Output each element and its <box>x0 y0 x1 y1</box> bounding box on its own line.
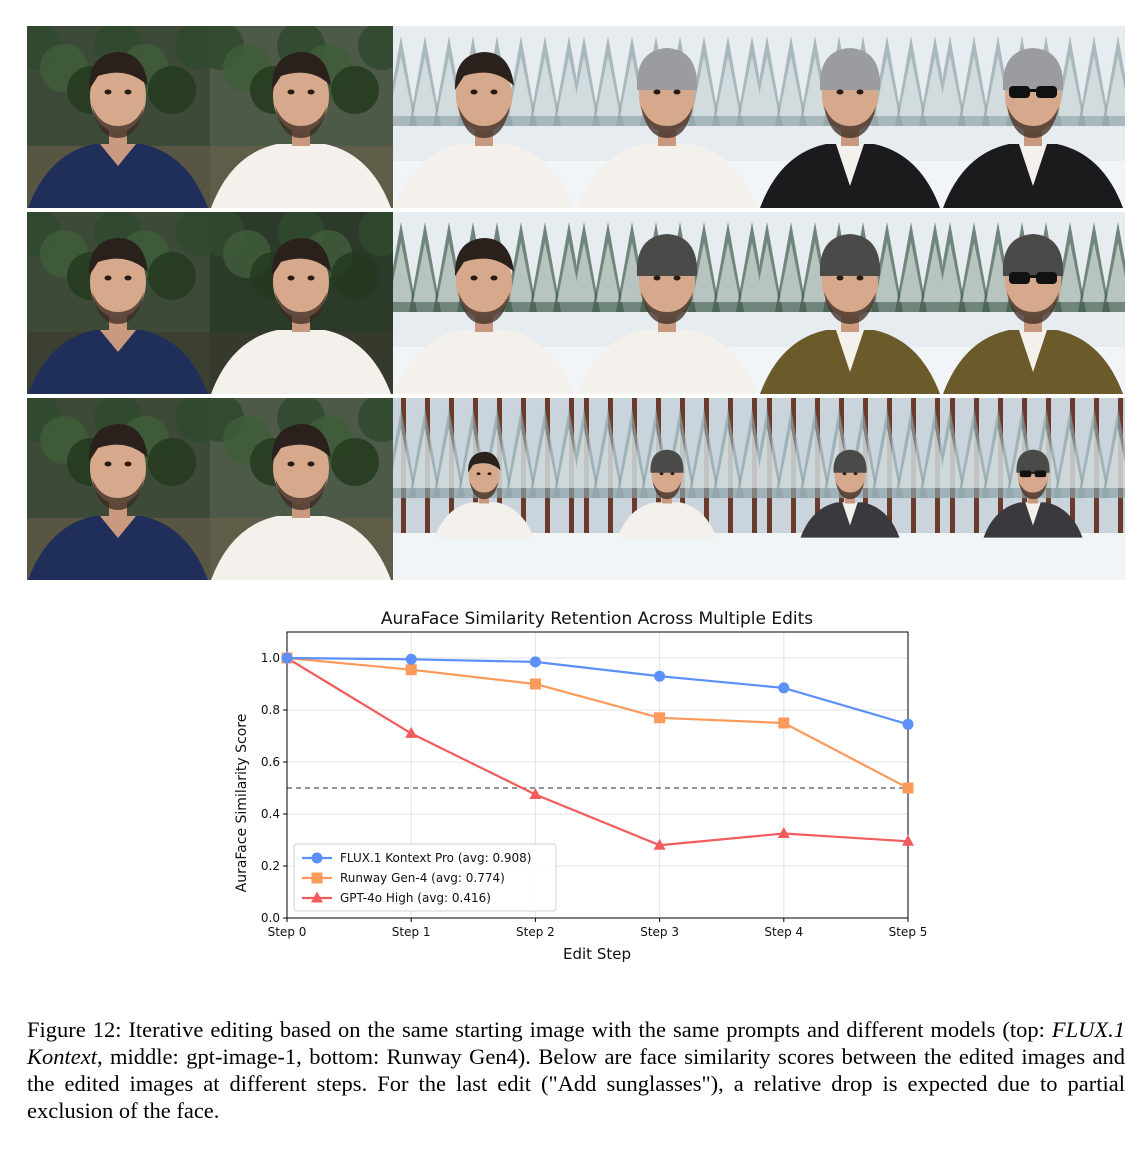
data-point-circle <box>778 682 790 694</box>
legend-marker-circle <box>311 852 323 864</box>
data-point-square <box>529 678 541 690</box>
y-tick-label: 0.2 <box>261 859 280 873</box>
x-tick-label: Step 0 <box>268 925 307 939</box>
portrait-top-winter-jacket <box>759 26 942 208</box>
data-point-triangle <box>529 788 542 799</box>
portrait-top-sunglasses <box>942 26 1125 208</box>
data-point-square <box>778 717 790 729</box>
portrait-top-original <box>27 26 210 208</box>
portrait-top-snow-forest <box>393 26 576 208</box>
legend-label: Runway Gen-4 (avg: 0.774) <box>340 871 505 885</box>
chart-title: AuraFace Similarity Retention Across Mul… <box>381 609 813 629</box>
caption-text-a: Iterative editing based on the same star… <box>121 1017 1052 1042</box>
x-tick-label: Step 4 <box>764 925 803 939</box>
y-tick-label: 0.8 <box>261 703 280 717</box>
data-point-triangle <box>405 726 418 738</box>
portrait-middle-sunglasses <box>942 212 1125 394</box>
x-tick-label: Step 2 <box>516 925 555 939</box>
data-point-circle <box>281 652 293 664</box>
data-point-triangle <box>653 838 666 850</box>
data-point-circle <box>529 656 541 668</box>
portrait-bottom-beanie <box>576 398 759 580</box>
legend-marker-square <box>311 872 323 884</box>
data-point-square <box>654 712 666 724</box>
portrait-middle-snow-forest <box>393 212 576 394</box>
portrait-bottom-original <box>27 398 210 580</box>
portrait-top-beanie <box>576 26 759 208</box>
legend-box <box>293 843 557 912</box>
data-point-triangle <box>777 827 790 838</box>
portrait-middle-original <box>27 212 210 394</box>
plot-frame <box>286 631 909 919</box>
chart-legend: FLUX.1 Kontext Pro (avg: 0.908) Runway Ge… <box>293 843 557 912</box>
series-line-circle <box>286 656 909 726</box>
data-point-square <box>405 664 417 676</box>
portrait-middle-beanie <box>576 212 759 394</box>
data-point-circle <box>902 718 914 730</box>
y-axis-label: AuraFace Similarity Score <box>234 714 250 893</box>
y-tick-label: 0.6 <box>261 755 280 769</box>
caption-label: Figure 12: <box>27 1017 122 1042</box>
similarity-chart: AuraFace Similarity Retention Across Mul… <box>228 600 928 970</box>
figure-caption: Figure 12: Iterative editing based on th… <box>27 1016 1125 1124</box>
x-tick-label: Step 3 <box>640 925 679 939</box>
portrait-middle-winter-jacket <box>759 212 942 394</box>
x-tick-label: Step 5 <box>889 925 928 939</box>
image-row-middle <box>27 212 1125 394</box>
y-tick-label: 0.4 <box>261 807 280 821</box>
caption-text-b: , middle: gpt-image-1, bottom: Runway Ge… <box>27 1044 1125 1123</box>
x-tick-label: Step 1 <box>392 925 431 939</box>
y-tick-label: 0.0 <box>261 911 280 925</box>
data-point-circle <box>654 670 666 682</box>
portrait-top-white-shirt <box>210 26 393 208</box>
portrait-bottom-snow-forest <box>393 398 576 580</box>
portrait-bottom-white-shirt <box>210 398 393 580</box>
caption-model-a: FLUX.1 Kontext <box>27 1017 1125 1069</box>
series-line-triangle <box>286 657 909 847</box>
series-line-square <box>286 656 909 789</box>
portrait-bottom-winter-jacket <box>759 398 942 580</box>
legend-label: GPT-4o High (avg: 0.416) <box>340 891 491 905</box>
data-point-circle <box>405 653 417 665</box>
portrait-bottom-sunglasses <box>942 398 1125 580</box>
chart-svg: AuraFace Similarity Retention Across Mul… <box>234 609 928 963</box>
image-row-top <box>27 26 1125 208</box>
image-row-bottom <box>27 398 1125 580</box>
y-tick-label: 1.0 <box>261 651 280 665</box>
legend-label: FLUX.1 Kontext Pro (avg: 0.908) <box>340 851 531 865</box>
portrait-middle-white-shirt <box>210 212 393 394</box>
x-axis-label: Edit Step <box>563 945 631 963</box>
data-point-square <box>902 782 914 794</box>
image-grid <box>27 26 1125 584</box>
data-point-triangle <box>902 834 914 846</box>
legend-marker-triangle <box>311 891 323 903</box>
